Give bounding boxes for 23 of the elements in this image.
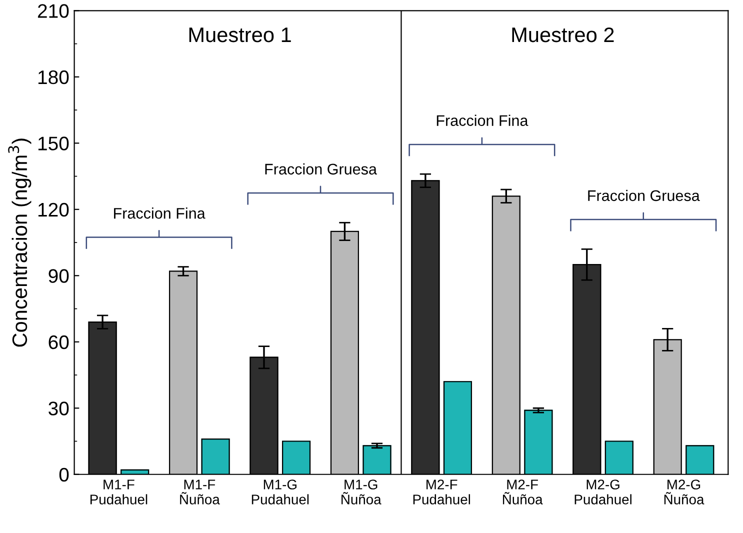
y-tick-label: 150: [38, 136, 69, 150]
annotation: Fraccion Gruesa: [588, 190, 700, 202]
y-tick-label: 90: [48, 269, 69, 283]
x-tick-label: M2-F Ñuñoa: [502, 480, 543, 504]
y-tick-label: 210: [38, 4, 69, 18]
y-tick-label: 180: [38, 70, 69, 84]
y-tick-label: 0: [59, 468, 69, 482]
y-tick-label: 120: [38, 202, 69, 217]
x-tick-label: M1-G Pudahuel: [252, 480, 309, 504]
annotation: Fraccion Fina: [114, 208, 206, 219]
annotation: Muestreo 2: [512, 27, 614, 42]
x-tick-label: M1-F Pudahuel: [90, 480, 148, 504]
y-tick-label: 30: [48, 402, 69, 416]
x-tick-label: M2-G Ñuñoa: [664, 480, 704, 504]
x-tick-label: M2-F Pudahuel: [413, 480, 470, 504]
x-tick-label: M1-F Ñuñoa: [180, 480, 220, 504]
x-tick-label: M2-G Pudahuel: [574, 480, 632, 504]
annotation: Muestreo 1: [189, 28, 291, 42]
y-tick-label: 60: [48, 335, 69, 350]
annotation: Fraccion Fina: [436, 114, 528, 126]
annotation: Fraccion Gruesa: [265, 163, 377, 175]
x-tick-label: M1-G Ñuñoa: [342, 480, 382, 504]
y-axis-title: Concentracion (ng/m$^{3}$): [8, 138, 32, 347]
